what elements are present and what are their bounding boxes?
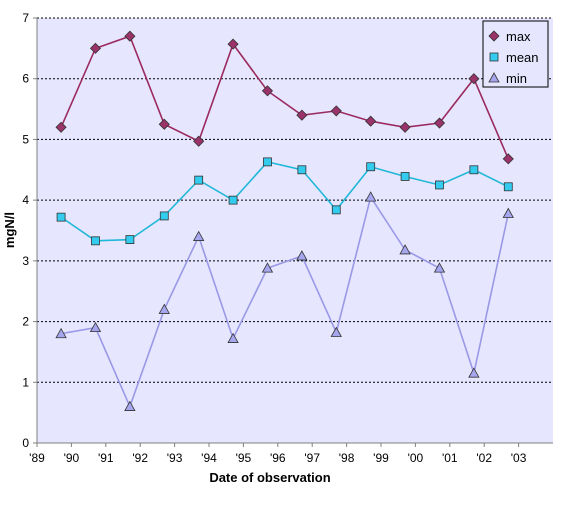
y-tick-label: 4: [22, 193, 29, 207]
x-tick-label: '92: [132, 451, 148, 465]
series-line-min: [60, 195, 510, 409]
data-point-mean: [331, 205, 341, 215]
data-point-max: [89, 42, 102, 54]
x-tick-label: '91: [98, 451, 114, 465]
legend-label-max: max: [506, 29, 531, 44]
series-max: [55, 30, 514, 165]
y-tick-label: 2: [22, 315, 29, 329]
data-point-max: [468, 73, 480, 85]
data-point-mean: [400, 172, 410, 181]
series-mean: [56, 157, 513, 246]
y-tick-label: 7: [22, 11, 29, 25]
data-point-max: [502, 153, 514, 165]
y-tick-label: 3: [22, 254, 29, 268]
data-point-mean: [435, 180, 444, 190]
data-point-max: [55, 121, 67, 133]
y-tick-label: 5: [22, 132, 29, 146]
series-min: [55, 191, 514, 411]
y-tick-label: 6: [22, 72, 29, 86]
data-point-max: [399, 121, 411, 133]
data-point-min: [124, 400, 136, 411]
data-point-mean: [56, 212, 66, 222]
gridlines: [37, 17, 553, 383]
data-point-min: [158, 303, 170, 314]
x-tick-label: '90: [64, 451, 80, 465]
data-point-min: [193, 230, 205, 241]
x-tick-label: '93: [167, 451, 183, 465]
data-point-min: [502, 207, 514, 218]
series-layer: [55, 30, 514, 411]
data-point-mean: [503, 182, 513, 192]
x-tick-label: '00: [408, 451, 424, 465]
data-point-max: [227, 38, 239, 50]
data-point-mean: [263, 157, 272, 167]
data-point-mean: [366, 162, 376, 172]
data-point-mean: [125, 235, 135, 245]
legend-marker-max: [488, 30, 500, 42]
x-tick-label: '95: [236, 451, 252, 465]
x-tick-label: '99: [373, 451, 389, 465]
data-point-mean: [194, 175, 204, 185]
x-tick-label: '01: [442, 451, 458, 465]
data-point-max: [124, 30, 136, 42]
x-tick-label: '98: [339, 451, 355, 465]
data-point-mean: [297, 165, 307, 175]
data-point-min: [399, 244, 411, 255]
x-tick-label: '96: [270, 451, 286, 465]
data-point-max: [193, 135, 205, 147]
data-point-max: [296, 109, 308, 121]
y-axis-ticks: 0 1 2 3 4 5 6 7: [22, 11, 37, 450]
legend: max mean min: [482, 20, 549, 88]
y-tick-label: 1: [22, 375, 29, 389]
data-point-max: [433, 117, 446, 129]
y-tick-label: 0: [22, 436, 29, 450]
data-point-mean: [469, 165, 479, 175]
data-point-min: [55, 327, 67, 339]
x-axis-title: Date of observation: [209, 470, 330, 485]
legend-label-min: min: [506, 71, 527, 86]
legend-label-mean: mean: [506, 50, 539, 65]
data-point-max: [365, 115, 377, 127]
x-tick-label: '94: [201, 451, 217, 465]
data-point-mean: [91, 236, 100, 246]
data-point-min: [365, 191, 377, 202]
data-point-min: [330, 326, 342, 337]
x-tick-label: '02: [476, 451, 492, 465]
data-point-min: [89, 321, 102, 333]
x-tick-label: '89: [29, 451, 45, 465]
data-point-max: [330, 105, 342, 117]
data-point-min: [433, 262, 446, 273]
series-line-max: [60, 35, 510, 160]
data-point-max: [261, 85, 274, 97]
legend-marker-min: [488, 72, 500, 83]
data-point-max: [158, 118, 170, 130]
x-tick-label: '03: [511, 451, 527, 465]
y-axis-title: mgN/l: [2, 212, 17, 248]
data-point-mean: [228, 195, 238, 205]
data-point-min: [468, 367, 480, 378]
x-axis-ticks: '89 '90 '91 '92 '93 '94 '95 '96 '97 '98 '99 '00 '01 '…: [29, 443, 527, 465]
data-point-min: [227, 332, 239, 343]
legend-marker-mean: [489, 52, 499, 62]
x-tick-label: '97: [304, 451, 320, 465]
series-line-mean: [60, 161, 509, 242]
data-point-min: [261, 262, 274, 273]
data-point-min: [296, 250, 308, 261]
data-point-mean: [159, 211, 169, 221]
